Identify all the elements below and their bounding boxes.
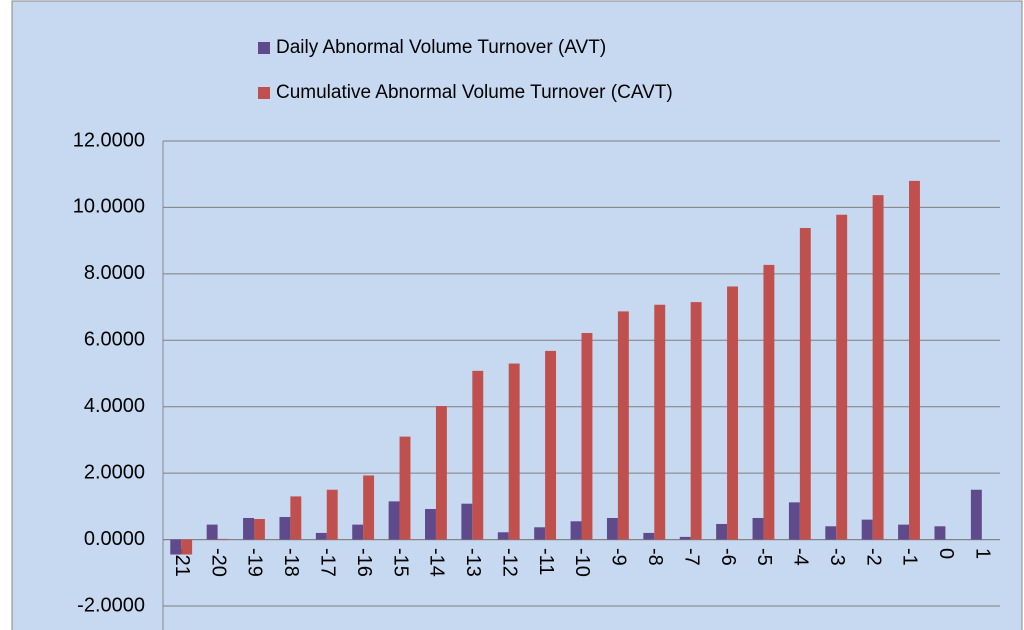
bar <box>934 526 946 540</box>
x-tick-label: -10 <box>571 548 593 577</box>
x-tick-label: -2 <box>862 548 884 566</box>
x-tick-label: 0 <box>935 548 957 559</box>
bar <box>654 304 666 540</box>
bar <box>363 475 375 540</box>
bar <box>388 501 400 540</box>
bar <box>435 406 447 540</box>
bar <box>461 503 473 540</box>
x-tick-label: 1 <box>972 548 994 559</box>
x-tick-label: -8 <box>644 548 666 566</box>
bar <box>570 521 582 540</box>
x-tick-label: -6 <box>717 548 739 566</box>
bar <box>799 228 811 540</box>
bar <box>534 527 546 540</box>
bar <box>352 524 364 540</box>
bar <box>825 526 837 540</box>
bar <box>497 532 509 540</box>
bar <box>217 538 229 540</box>
bar <box>472 370 484 540</box>
y-tick-label: 10.0000 <box>73 196 145 218</box>
x-tick-label: -7 <box>680 548 702 566</box>
y-tick-label: 2.0000 <box>84 461 145 483</box>
y-tick-label: 8.0000 <box>84 262 145 284</box>
bar <box>606 517 618 540</box>
bar <box>643 532 655 540</box>
legend-swatch <box>258 42 270 54</box>
x-tick-label: -19 <box>244 548 266 577</box>
x-tick-label: -1 <box>899 548 921 566</box>
bar <box>788 502 800 540</box>
bar <box>716 523 728 540</box>
x-tick-label: -17 <box>316 548 338 577</box>
bar <box>326 489 338 540</box>
y-tick-label: 12.0000 <box>73 129 145 151</box>
bar <box>898 524 910 540</box>
x-tick-label: -14 <box>426 548 448 577</box>
bar <box>290 496 302 540</box>
bar <box>861 519 873 540</box>
bar <box>170 539 182 555</box>
x-tick-label: -13 <box>462 548 484 577</box>
x-tick-label: -21 <box>171 548 193 577</box>
x-tick-label: -3 <box>826 548 848 566</box>
x-tick-label: -18 <box>280 548 302 577</box>
bar <box>545 350 557 540</box>
bar <box>181 539 193 555</box>
x-tick-label: -12 <box>498 548 520 577</box>
bar <box>872 195 884 540</box>
y-tick-label: 6.0000 <box>84 329 145 351</box>
y-tick-label: 4.0000 <box>84 395 145 417</box>
bar <box>425 509 436 540</box>
bar <box>617 311 629 540</box>
x-tick-label: -15 <box>389 548 411 577</box>
bar <box>253 518 265 540</box>
x-tick-label: -20 <box>207 548 229 577</box>
y-tick-label: 0.0000 <box>84 528 145 550</box>
legend-label: Cumulative Abnormal Volume Turnover (CAV… <box>276 82 673 103</box>
bar <box>581 332 593 540</box>
bar <box>752 517 764 540</box>
bar <box>315 532 327 540</box>
legend-label: Daily Abnormal Volume Turnover (AVT) <box>276 37 606 58</box>
x-tick-label: -4 <box>790 548 812 566</box>
bar <box>836 214 848 540</box>
bar <box>909 180 920 540</box>
x-tick-label: -16 <box>353 548 375 577</box>
bar <box>679 536 691 540</box>
x-tick-label: -5 <box>753 548 775 566</box>
bar <box>279 516 291 540</box>
x-tick-label: -11 <box>535 548 557 575</box>
bar <box>690 302 702 540</box>
bar <box>763 264 775 540</box>
bar <box>970 489 982 540</box>
bar <box>727 286 738 540</box>
bar <box>206 524 218 540</box>
bar <box>243 517 254 540</box>
legend-swatch <box>258 87 270 99</box>
x-tick-label: -9 <box>608 548 630 566</box>
bar <box>399 436 411 540</box>
bar <box>508 363 520 540</box>
y-tick-label: -2.0000 <box>77 594 145 616</box>
